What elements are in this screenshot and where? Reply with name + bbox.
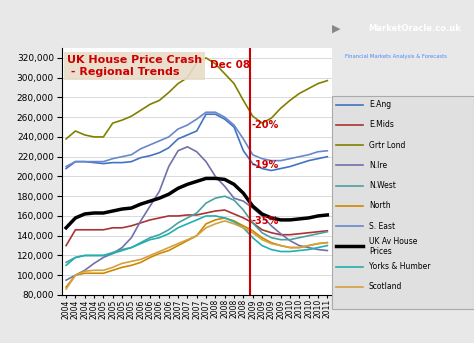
Text: N.Ire: N.Ire [369,161,387,170]
Text: Dec 08: Dec 08 [210,60,250,70]
Text: E.Ang: E.Ang [369,100,391,109]
Text: Yorks & Humber: Yorks & Humber [369,262,430,271]
Text: -35%: -35% [252,216,279,226]
Text: -20%: -20% [252,120,279,130]
Text: Grtr Lond: Grtr Lond [369,141,405,150]
Text: N.West: N.West [369,181,396,190]
Text: Financial Markets Analysis & Forecasts: Financial Markets Analysis & Forecasts [345,54,447,59]
Text: E.Mids: E.Mids [369,120,393,129]
Text: Scotland: Scotland [369,282,402,291]
Text: -19%: -19% [252,159,279,169]
Text: UK House Price Crash
 - Regional Trends: UK House Price Crash - Regional Trends [67,56,202,77]
Text: North: North [369,201,391,210]
Text: S. East: S. East [369,222,395,230]
Text: MarketOracle.co.uk: MarketOracle.co.uk [368,24,461,33]
FancyBboxPatch shape [332,96,474,309]
Text: UK Av House
Prices: UK Av House Prices [369,237,417,256]
Text: ▶: ▶ [332,23,341,34]
